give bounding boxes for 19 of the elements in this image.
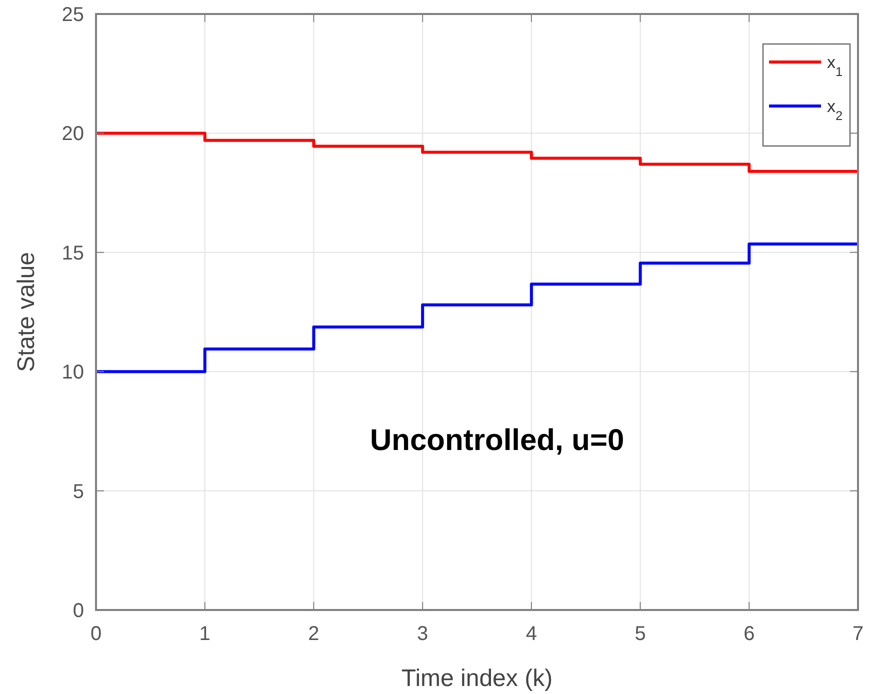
y-tick-label: 0 bbox=[72, 600, 84, 622]
legend-label: x$_{2}$ bbox=[827, 97, 843, 122]
y-tick-label: 20 bbox=[62, 123, 84, 146]
y-tick-label: 5 bbox=[72, 480, 84, 503]
x-tick-label: 2 bbox=[308, 623, 320, 645]
x-axis-title: Time index (k) bbox=[401, 665, 553, 692]
x-tick-label: 6 bbox=[744, 623, 755, 645]
legend-label: x$_{1}$ bbox=[827, 53, 843, 78]
x-tick-label: 5 bbox=[634, 623, 646, 645]
x-tick-label: 3 bbox=[417, 623, 428, 645]
y-axis-title: State value bbox=[13, 252, 40, 372]
x-tick-label: 4 bbox=[526, 623, 537, 645]
y-tick-label: 10 bbox=[62, 362, 84, 384]
y-tick-label: 25 bbox=[62, 4, 84, 26]
x-tick-label: 1 bbox=[199, 623, 210, 645]
x-tick-label: 0 bbox=[90, 623, 102, 645]
x-tick-label: 7 bbox=[852, 623, 864, 645]
y-tick-label: 15 bbox=[62, 242, 84, 264]
annotation: Uncontrolled, u=0 bbox=[370, 424, 624, 457]
